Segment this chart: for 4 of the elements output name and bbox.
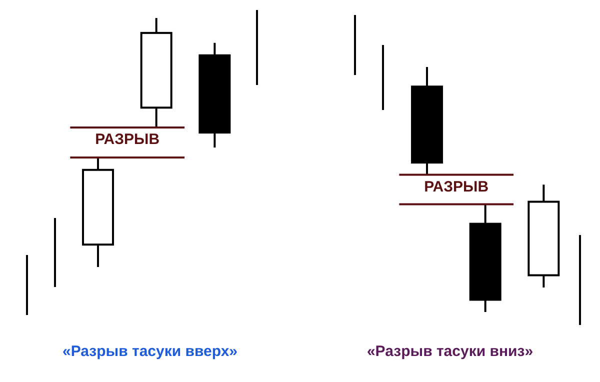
ref-line-label: РАЗРЫВ bbox=[95, 131, 160, 148]
text: «Разрыв тасуки вверх» bbox=[62, 343, 238, 360]
ref-line-label: РАЗРЫВ bbox=[424, 178, 489, 196]
text: «Разрыв тасуки вниз» bbox=[366, 343, 534, 360]
